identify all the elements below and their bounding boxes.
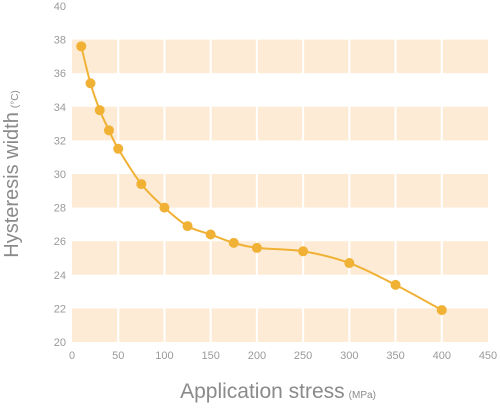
y-tick-label: 40: [54, 1, 66, 13]
data-point: [182, 221, 193, 232]
x-tick-label: 200: [248, 350, 266, 362]
y-tick-label: 24: [54, 270, 66, 282]
x-tick-label: 150: [201, 350, 219, 362]
data-point: [159, 202, 170, 213]
x-tick-label: 100: [155, 350, 173, 362]
grid-vertical-separators: [117, 6, 443, 342]
x-tick-label: 0: [69, 350, 75, 362]
y-tick-label: 28: [54, 203, 66, 215]
data-point: [390, 279, 401, 290]
data-point: [344, 258, 355, 269]
y-tick-label: 26: [54, 236, 66, 248]
data-point: [76, 41, 87, 52]
y-axis-title: Hysteresis width(°C): [1, 90, 23, 258]
data-point: [205, 229, 216, 240]
data-point: [436, 305, 447, 316]
grid-bands: [72, 39, 488, 342]
x-tick-label: 400: [433, 350, 451, 362]
y-tick-label: 34: [54, 102, 66, 114]
series-layer: [76, 41, 447, 316]
data-point: [251, 242, 262, 253]
y-tick-label: 38: [54, 35, 66, 47]
y-tick-labels: 20 22 24 26 28 30 32 34 36 38 40: [54, 1, 66, 349]
y-tick-label: 36: [54, 68, 66, 80]
data-point: [113, 143, 124, 154]
data-point: [103, 125, 114, 136]
y-tick-label: 22: [54, 303, 66, 315]
grid-band: [72, 308, 488, 342]
data-point: [228, 237, 239, 248]
y-tick-label: 30: [54, 169, 66, 181]
x-tick-label: 50: [112, 350, 124, 362]
y-tick-label: 32: [54, 135, 66, 147]
grid-band: [72, 106, 488, 141]
grid-band: [72, 241, 488, 275]
x-tick-label: 300: [340, 350, 358, 362]
x-tick-label: 450: [479, 350, 497, 362]
data-point: [298, 246, 309, 257]
data-point: [136, 179, 147, 190]
x-tick-label: 350: [386, 350, 404, 362]
y-tick-label: 20: [54, 337, 66, 349]
grid-band: [72, 39, 488, 74]
x-tick-label: 250: [294, 350, 312, 362]
grid-band: [72, 174, 488, 208]
data-point: [85, 78, 96, 89]
data-point: [94, 105, 105, 116]
x-axis-title: Application stress (MPa): [180, 380, 376, 403]
x-tick-labels: 0 50 100 150 200 250 300 350 400 450: [69, 350, 497, 362]
